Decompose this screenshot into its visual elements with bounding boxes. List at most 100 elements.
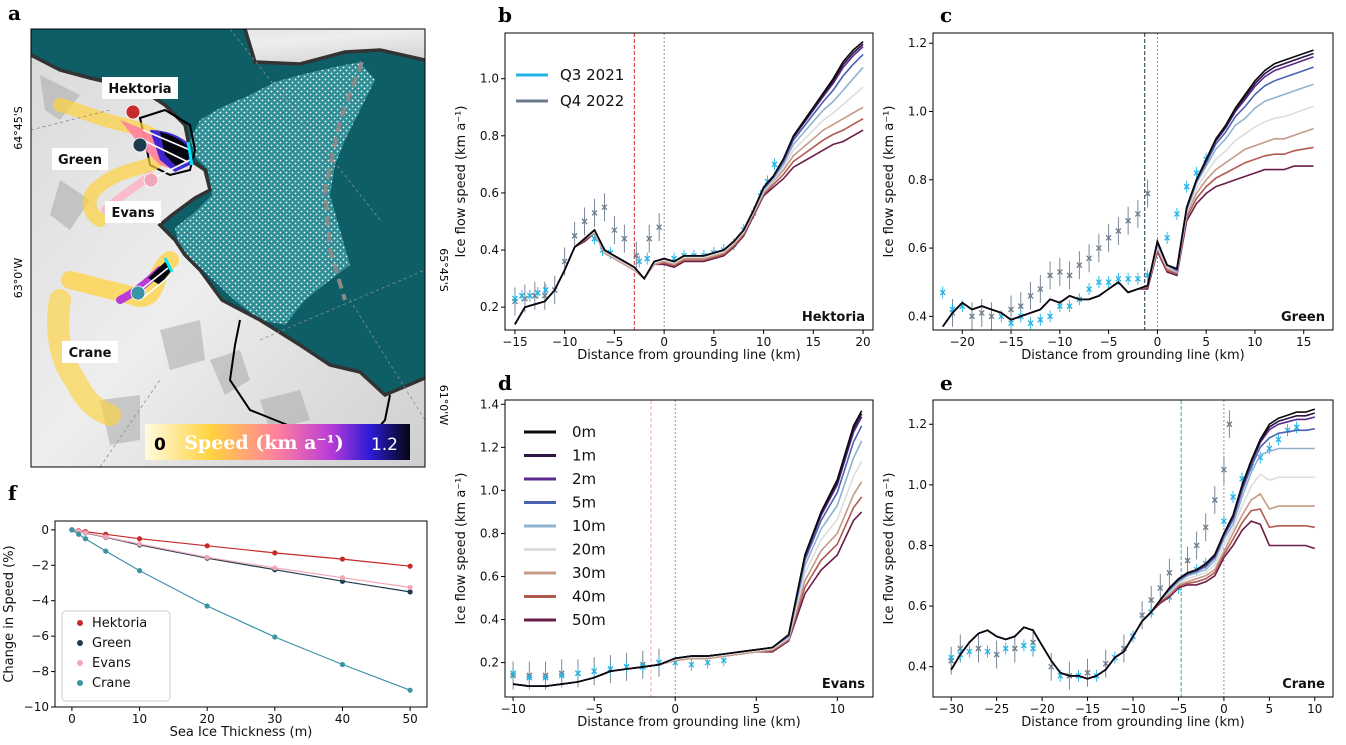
- map-panel: Hektoria Green Evans Crane 0 Speed (km a…: [12, 28, 450, 468]
- y-tick-label: 0.6: [480, 569, 499, 583]
- y-tick-label: 0.4: [908, 309, 927, 323]
- obs-q3-point: [1047, 313, 1054, 320]
- obs-q4-point: [1193, 542, 1200, 549]
- obs-q3-point: [591, 668, 598, 675]
- x-tick-label: 10: [756, 335, 771, 349]
- legend-marker: [77, 660, 83, 666]
- obs-q4-point: [633, 252, 640, 259]
- x-tick-label: 30: [267, 712, 282, 726]
- obs-q3-point: [1125, 275, 1132, 282]
- chart-c: −20 −15 −10 −5 0 5 10 15 0.4 0.6 0.8 1.0 1.2 Distance…: [882, 32, 1334, 363]
- obs-q4-point: [1139, 612, 1146, 619]
- x-tick-label: −15: [998, 335, 1023, 349]
- crane-marker: [130, 285, 146, 301]
- legend-label: Green: [92, 636, 131, 651]
- y-axis-label: Ice flow speed (km a⁻¹): [882, 106, 897, 258]
- series-point-crane: [339, 661, 346, 668]
- x-tick-label: −15: [1075, 702, 1100, 716]
- obs-q4-point: [561, 258, 568, 265]
- obs-q3-point: [1027, 320, 1034, 327]
- obs-q3-point: [526, 674, 533, 681]
- obs-q3-point: [1030, 645, 1036, 652]
- series-point-hektoria: [407, 563, 413, 569]
- obs-q4-point: [601, 204, 608, 211]
- obs-q3-point: [1293, 424, 1300, 431]
- series-point-crane: [82, 536, 89, 542]
- obs-q3-point: [574, 670, 581, 677]
- glacier-name: Green: [1281, 310, 1325, 325]
- x-tick-label: 5: [752, 702, 760, 716]
- obs-q3-point: [1002, 645, 1009, 652]
- obs-q4-point: [1076, 262, 1083, 269]
- x-tick-label: 10: [1247, 335, 1262, 349]
- series-point-evans: [136, 541, 143, 547]
- x-tick-label: −30: [939, 702, 964, 716]
- obs-q4-point: [656, 224, 663, 231]
- panel-label-c: c: [940, 3, 952, 27]
- x-axis-label: Distance from grounding line (km): [1021, 348, 1245, 363]
- obs-q3-point: [1056, 303, 1063, 310]
- y-tick-label: 0.6: [480, 186, 499, 200]
- obs-q3-point: [510, 670, 517, 677]
- series-point-evans: [272, 565, 278, 571]
- series-point-hektoria: [204, 543, 210, 549]
- obs-q3-point: [518, 292, 525, 299]
- sea-ice-melange: [175, 62, 375, 325]
- colorbar-max: 1.2: [371, 435, 398, 455]
- obs-q3-point: [984, 648, 991, 655]
- obs-q4-point: [1017, 303, 1024, 310]
- x-tick-label: 15: [806, 335, 821, 349]
- obs-q3-point: [1230, 494, 1236, 500]
- y-tick-label: −2: [31, 558, 49, 572]
- ice-edge-line: [322, 61, 364, 301]
- obs-q4-point: [1011, 645, 1018, 652]
- x-tick-label: 40: [335, 712, 350, 726]
- obs-q3-point: [1220, 518, 1227, 525]
- series-point-hektoria: [272, 550, 278, 556]
- plot-frame: [54, 520, 428, 708]
- green-label: Green: [58, 153, 102, 168]
- x-tick-label: −10: [1047, 335, 1072, 349]
- obs-q3-point: [636, 258, 643, 265]
- x-tick-label: −20: [1029, 702, 1054, 716]
- obs-q3-point: [939, 289, 946, 296]
- obs-q3-point: [511, 295, 518, 302]
- obs-q4-point: [1211, 497, 1218, 503]
- obs-q3-point: [644, 255, 651, 262]
- obs-q4-point: [978, 309, 985, 316]
- chart-b: −15 −10 −5 0 5 10 15 20 0.2 0.4 0.6 0.8 1.0 Distance …: [454, 32, 874, 363]
- plot-area: [933, 33, 1333, 330]
- obs-q3-point: [1037, 316, 1044, 323]
- obs-q4-point: [1157, 584, 1164, 591]
- y-tick-label: 0.4: [480, 243, 499, 257]
- obs-q4-point: [1166, 569, 1173, 576]
- plot-frame: [932, 32, 1334, 331]
- obs-q4-point: [1144, 190, 1151, 197]
- series-point-crane: [204, 603, 210, 609]
- x-tick-label: 0: [660, 335, 668, 349]
- glacier-name: Evans: [822, 677, 865, 692]
- obs-q4-point: [957, 645, 964, 652]
- y-tick-label: 0.4: [480, 613, 499, 627]
- x-tick-label: 20: [200, 712, 215, 726]
- y-tick-label: 0.6: [908, 241, 927, 255]
- plot-frame: [504, 399, 874, 698]
- y-tick-label: 0.8: [908, 538, 927, 552]
- obs-q4-point: [581, 218, 588, 225]
- y-axis-label: Ice flow speed (km a⁻¹): [454, 473, 469, 625]
- x-tick-label: 50: [402, 712, 417, 726]
- obs-q4-point: [988, 313, 995, 320]
- glacier-name: Hektoria: [802, 310, 865, 325]
- obs-q3-point: [1086, 286, 1093, 292]
- plot-frame: [504, 32, 874, 331]
- y-tick-label: 1.2: [908, 417, 927, 431]
- colorbar: [145, 424, 410, 460]
- obs-q4-point: [646, 235, 653, 242]
- series-point-crane: [103, 548, 109, 554]
- series-point-hektoria: [339, 556, 346, 562]
- legend-label: 50m: [572, 611, 606, 629]
- obs-q3-point: [558, 672, 565, 679]
- series-point-green: [407, 589, 413, 595]
- colorbar-label: Speed (km a⁻¹): [184, 432, 344, 454]
- y-tick-label: 1.2: [908, 36, 927, 50]
